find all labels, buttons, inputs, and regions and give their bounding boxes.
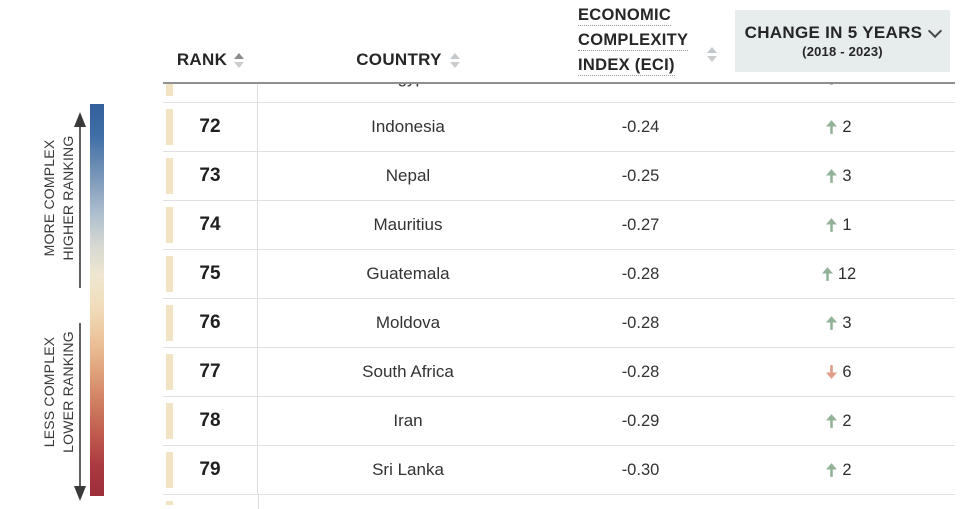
change-value: 3 — [842, 166, 852, 185]
table-row[interactable]: 77 South Africa -0.28 6 — [163, 348, 955, 397]
sort-icon[interactable] — [707, 47, 717, 62]
eci-cell: -0.28 — [621, 264, 660, 283]
change-value: 2 — [842, 460, 852, 479]
table-row[interactable]: 75 Guatemala -0.28 12 — [163, 250, 955, 299]
eci-header-line3: INDEX (ECI) — [578, 56, 675, 76]
change-cell: 12 — [723, 250, 955, 298]
rank-cell: 74 — [163, 201, 258, 249]
chevron-down-icon — [928, 23, 943, 39]
table-body: 71 Egypt -0.24 2 72 Indonesia -0.24 2 — [163, 54, 955, 509]
change-value: 12 — [837, 264, 857, 283]
rank-cell: 72 — [163, 103, 258, 151]
rank-cell: 75 — [163, 250, 258, 298]
rank-color-stripe — [166, 158, 173, 194]
rank-color-stripe — [166, 207, 173, 243]
rank-color-stripe — [166, 403, 173, 439]
change-arrow-icon — [826, 120, 838, 134]
country-cell: South Africa — [362, 362, 454, 381]
change-value: 6 — [842, 362, 852, 381]
country-cell: Sri Lanka — [372, 460, 444, 479]
country-cell: Guatemala — [366, 264, 450, 283]
rank-color-stripe — [166, 452, 173, 488]
table-row[interactable]: 74 Mauritius -0.27 1 — [163, 201, 955, 250]
change-arrow-icon — [826, 365, 838, 379]
change-cell: 2 — [723, 103, 955, 151]
table-row[interactable]: 72 Indonesia -0.24 2 — [163, 103, 955, 152]
column-divider — [258, 495, 259, 509]
change-cell: 2 — [723, 397, 955, 445]
change-header-subtitle: (2018 - 2023) — [802, 44, 883, 59]
eci-cell: -0.24 — [621, 117, 660, 136]
rank-color-stripe — [166, 109, 173, 145]
table-header: RANK COUNTRY ECONOMIC COMPLEXITY INDEX (… — [163, 0, 955, 84]
change-arrow-icon — [826, 169, 838, 183]
change-value: 1 — [842, 215, 852, 234]
change-header-label: CHANGE IN 5 YEARS — [744, 23, 923, 42]
change-arrow-icon — [826, 463, 838, 477]
sort-icon[interactable] — [449, 52, 460, 68]
eci-header-line2: COMPLEXITY — [578, 31, 689, 51]
more-complex-line1: MORE COMPLEX — [41, 139, 57, 257]
rank-color-stripe — [166, 256, 173, 292]
higher-ranking-arrow-icon — [74, 112, 86, 288]
change-arrow-icon — [821, 267, 833, 281]
rank-cell: 73 — [163, 152, 258, 200]
country-cell: Mauritius — [373, 215, 443, 234]
table-row[interactable]: 78 Iran -0.29 2 — [163, 397, 955, 446]
rank-cell: 76 — [163, 299, 258, 347]
rank-color-stripe — [166, 305, 173, 341]
rank-cell: 78 — [163, 397, 258, 445]
eci-cell: -0.28 — [621, 362, 660, 381]
eci-header-line1: ECONOMIC — [578, 6, 672, 26]
change-value: 2 — [842, 117, 852, 136]
table-row[interactable]: 79 Sri Lanka -0.30 2 — [163, 446, 955, 495]
rank-cell: 79 — [163, 446, 258, 494]
change-arrow-icon — [826, 414, 838, 428]
eci-cell: -0.29 — [621, 411, 660, 430]
country-column-header[interactable]: COUNTRY — [258, 50, 558, 70]
eci-column-header[interactable]: ECONOMIC COMPLEXITY INDEX (ECI) — [558, 3, 723, 78]
next-row-partial — [163, 495, 955, 509]
eci-cell: -0.30 — [621, 460, 660, 479]
rank-color-stripe — [166, 501, 173, 505]
table-row[interactable]: 76 Moldova -0.28 3 — [163, 299, 955, 348]
eci-cell: -0.27 — [621, 215, 660, 234]
eci-cell: -0.25 — [621, 166, 660, 185]
complexity-gradient-bar — [90, 104, 104, 496]
eci-header-label: ECONOMIC COMPLEXITY INDEX (ECI) — [578, 3, 723, 78]
rank-cell: 77 — [163, 348, 258, 396]
table-row[interactable]: 73 Nepal -0.25 3 — [163, 152, 955, 201]
rank-header-label: RANK — [176, 50, 228, 69]
country-header-label: COUNTRY — [356, 50, 442, 69]
rank-color-stripe — [166, 354, 173, 390]
change-cell: 1 — [723, 201, 955, 249]
change-cell: 3 — [723, 299, 955, 347]
change-column-dropdown[interactable]: CHANGE IN 5 YEARS (2018 - 2023) — [735, 10, 950, 72]
country-cell: Moldova — [375, 313, 441, 332]
change-cell: 2 — [723, 446, 955, 494]
eci-cell: -0.28 — [621, 313, 660, 332]
change-arrow-icon — [826, 218, 838, 232]
rank-column-header[interactable]: RANK — [163, 50, 258, 70]
country-cell: Indonesia — [371, 117, 445, 136]
change-arrow-icon — [826, 316, 838, 330]
country-cell: Nepal — [385, 166, 431, 185]
country-cell: Iran — [393, 411, 423, 430]
change-value: 3 — [842, 313, 852, 332]
change-cell: 6 — [723, 348, 955, 396]
lower-ranking-arrow-icon — [74, 323, 86, 501]
change-value: 2 — [842, 411, 852, 430]
less-complex-line1: LESS COMPLEX — [41, 336, 57, 448]
sort-icon[interactable] — [234, 52, 245, 68]
rankings-table: 71 Egypt -0.24 2 72 Indonesia -0.24 2 — [163, 0, 955, 509]
change-cell: 3 — [723, 152, 955, 200]
